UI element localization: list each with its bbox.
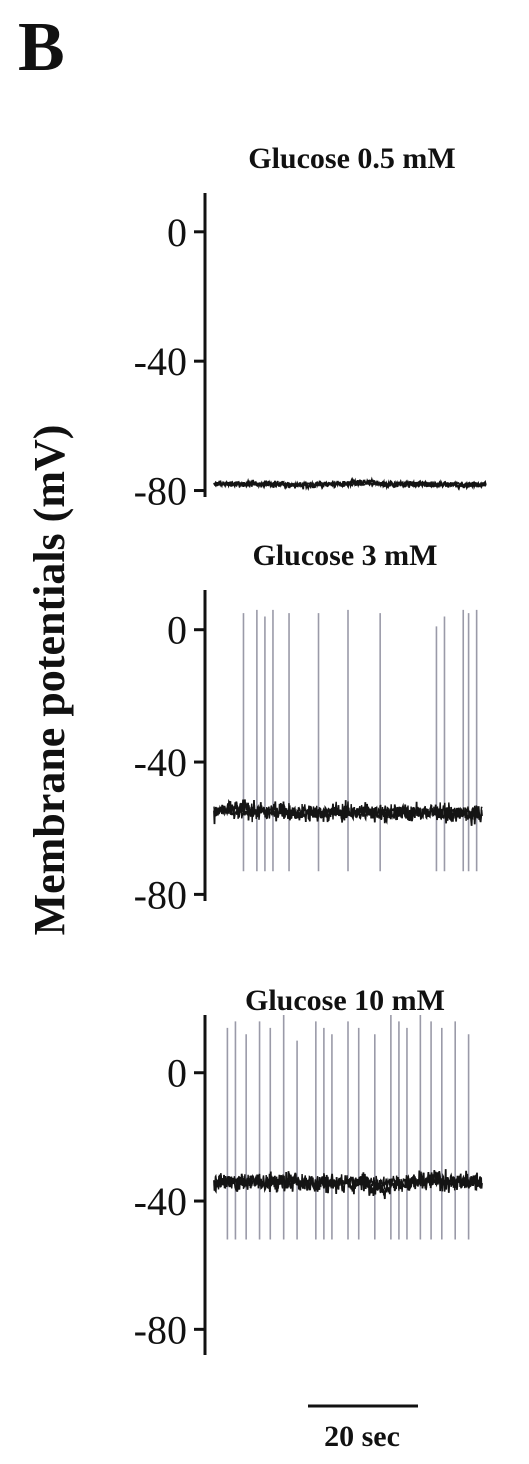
membrane-trace-band xyxy=(213,801,483,823)
y-tick-label: 0 xyxy=(167,608,187,653)
y-tick-label: -40 xyxy=(134,1179,187,1224)
trace-panel-glucose-10: 0 -40 -80 xyxy=(134,1015,483,1355)
y-tick-label: -40 xyxy=(134,740,187,785)
y-tick-label: -80 xyxy=(134,1307,187,1352)
trace-panel-glucose-3: 0 -40 -80 xyxy=(134,590,483,917)
y-tick-label: -80 xyxy=(134,469,187,514)
membrane-trace-band xyxy=(213,1171,483,1192)
time-scale-bar-label: 20 sec xyxy=(324,1420,400,1453)
panel-title-3: Glucose 10 mM xyxy=(245,984,445,1017)
membrane-trace-band xyxy=(213,479,487,490)
y-tick-label: -80 xyxy=(134,872,187,917)
trace-panel-glucose-0-5: 0 -40 -80 xyxy=(134,193,487,514)
y-tick-label: 0 xyxy=(167,210,187,255)
y-tick-label: -40 xyxy=(134,339,187,384)
panel-title-1: Glucose 0.5 mM xyxy=(248,142,455,175)
panel-title-2: Glucose 3 mM xyxy=(253,539,438,572)
y-axis-label: Membrane potentials (mV) xyxy=(25,425,74,936)
panel-label: B xyxy=(18,9,65,86)
y-tick-label: 0 xyxy=(167,1051,187,1096)
